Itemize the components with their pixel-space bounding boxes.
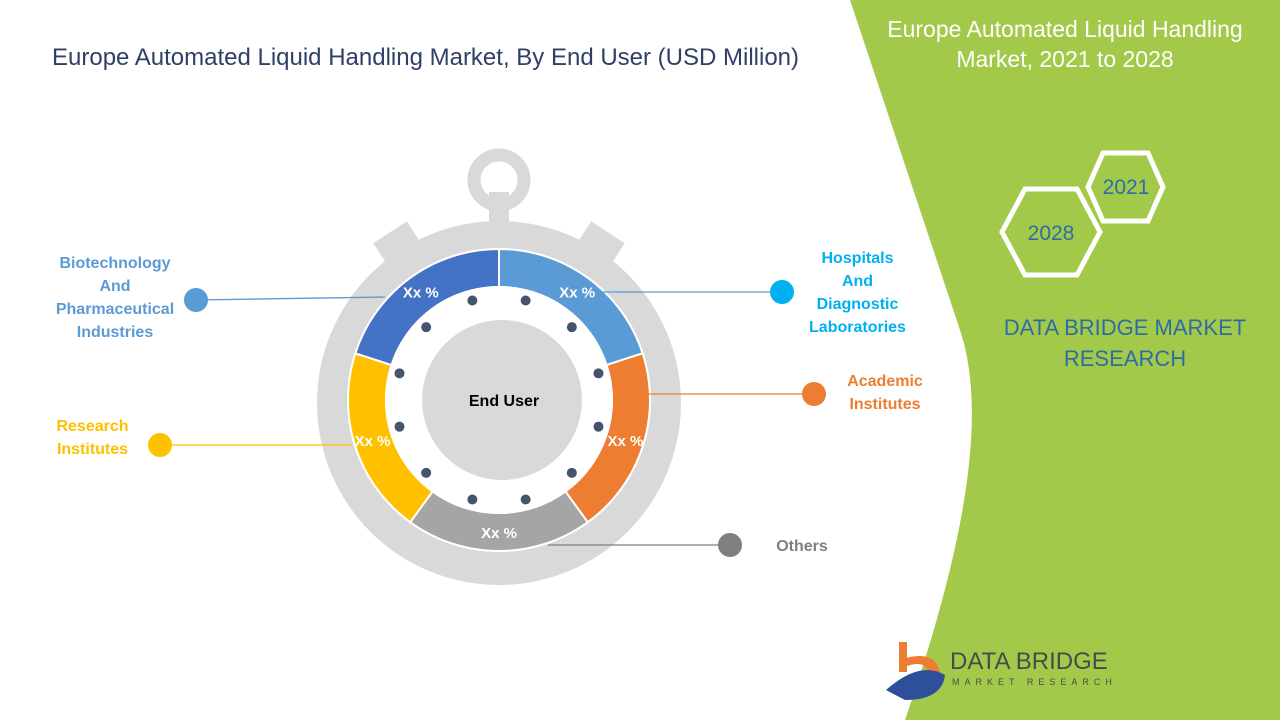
tick-dot [520, 494, 531, 505]
side-panel-title: Europe Automated Liquid Handling Market,… [887, 16, 1243, 72]
legend-line: Industries [76, 324, 154, 341]
tick-dot [520, 295, 531, 306]
center-label: End User [469, 393, 539, 410]
tick-dot [467, 494, 478, 505]
green-side-panel [850, 0, 1280, 720]
segment-label: Xx % [481, 525, 517, 542]
legend-line: Academic [847, 373, 923, 390]
center-disc [422, 320, 582, 480]
legend-label-hospitals: Hospitals And Diagnostic Laboratories [795, 247, 920, 339]
legend-line: Others [776, 538, 828, 555]
segment-label: Xx % [559, 284, 595, 301]
segment-label: Xx % [403, 284, 439, 301]
year-2028: 2028 [1028, 222, 1075, 245]
legend-line: Pharmaceutical [55, 301, 175, 318]
leader-lines [160, 291, 814, 546]
legend-label-biotech: Biotechnology And Pharmaceutical Industries [40, 252, 190, 344]
tick-dot [394, 368, 405, 379]
legend-label-academic: Academic Institutes [830, 370, 940, 416]
legend-line: Institutes [56, 441, 129, 458]
brand-text: DATA BRIDGE MARKET RESEARCH [1003, 315, 1247, 371]
hexagons [999, 150, 1166, 278]
legend-dot-hospitals [770, 280, 794, 304]
segment-label: Xx % [355, 433, 391, 450]
tick-dot [566, 322, 577, 333]
legend-dot-academic [802, 382, 826, 406]
legend-line: Laboratories [809, 319, 906, 336]
legend-dot-others [718, 533, 742, 557]
legend-line: Diagnostic [816, 296, 899, 313]
tick-dot [421, 322, 432, 333]
tick-dot [421, 467, 432, 478]
legend-dot-biotech [184, 288, 208, 312]
legend-dot-research [148, 433, 172, 457]
logo-subtext: MARKET RESEARCH [952, 677, 1117, 687]
year-2021: 2021 [1103, 176, 1150, 199]
logo-icon [886, 642, 945, 700]
legend-line: Research [56, 418, 129, 435]
chart-title: Europe Automated Liquid Handling Market,… [52, 44, 800, 71]
legend-line: And [841, 273, 874, 290]
tick-dot [593, 421, 604, 432]
legend-label-others: Others [762, 535, 842, 558]
logo-text: DATA BRIDGE [950, 648, 1108, 675]
legend-line: And [99, 278, 131, 295]
legend-line: Institutes [849, 396, 921, 413]
legend-label-research: Research Institutes [40, 415, 145, 461]
legend-line: Biotechnology [59, 255, 171, 272]
legend-line: Hospitals [821, 250, 894, 267]
tick-dot [394, 421, 405, 432]
tick-dot [593, 368, 604, 379]
tick-dot [467, 295, 478, 306]
segment-label: Xx % [608, 433, 644, 450]
tick-dot [566, 467, 577, 478]
